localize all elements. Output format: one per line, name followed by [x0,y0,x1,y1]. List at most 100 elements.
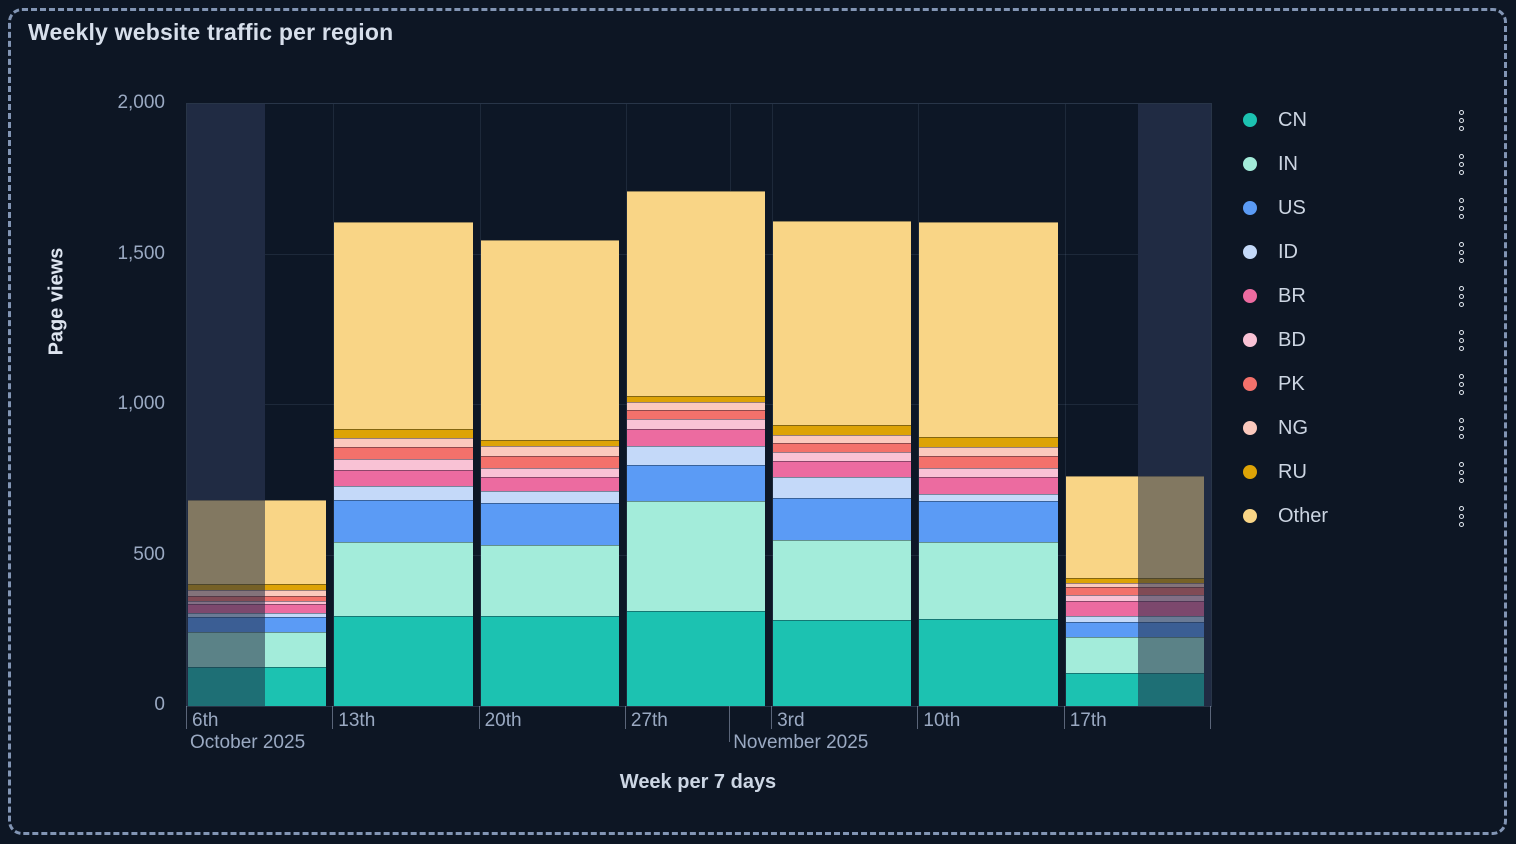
bar-segment-BD-3rd[interactable] [773,451,912,461]
legend-swatch-BD [1243,333,1257,347]
kebab-dot-icon [1458,249,1464,255]
x-tick [1063,706,1065,729]
gridline-vertical [918,104,920,706]
legend-item-menu-button[interactable] [1453,327,1469,353]
x-tick-label: 20th [484,710,522,731]
kebab-dot-icon [1458,161,1464,167]
bar-segment-BD-27th[interactable] [626,418,766,430]
bar-segment-RU-10th[interactable] [919,436,1058,448]
bar-segment-PK-20th[interactable] [480,456,619,469]
bar-segment-RU-17th[interactable] [1065,578,1204,583]
bar-segment-BR-13th[interactable] [334,469,473,487]
bar-segment-BR-20th[interactable] [480,477,619,491]
legend-item-IN[interactable]: IN [1243,142,1469,186]
bar-segment-US-3rd[interactable] [773,498,912,541]
x-axis-title: Week per 7 days [619,771,777,793]
bar-segment-IN-3rd[interactable] [773,540,912,621]
bar-segment-CN-10th[interactable] [919,618,1058,706]
gridline-vertical [772,104,774,706]
bar-segment-ID-27th[interactable] [626,445,766,466]
bar-segment-US-13th[interactable] [334,499,473,543]
bar-segment-NG-13th[interactable] [334,438,473,448]
bar-segment-BD-10th[interactable] [919,468,1058,478]
bar-segment-Other-13th[interactable] [334,221,473,430]
legend-item-US[interactable]: US [1243,186,1469,230]
kebab-dot-icon [1458,433,1464,439]
bar-segment-BR-10th[interactable] [919,477,1058,494]
bar-segment-BR-27th[interactable] [626,429,766,446]
bar-segment-CN-3rd[interactable] [773,620,912,706]
legend-item-CN[interactable]: CN [1243,98,1469,142]
bar-segment-NG-27th[interactable] [626,402,766,410]
bar-segment-CN-27th[interactable] [626,611,766,706]
legend-item-menu-button[interactable] [1453,195,1469,221]
bar-segment-NG-10th[interactable] [919,447,1058,457]
bar-segment-ID-13th[interactable] [334,486,473,500]
legend-item-menu-button[interactable] [1453,371,1469,397]
bar-segment-ID-10th[interactable] [919,493,1058,502]
legend-item-ID[interactable]: ID [1243,230,1469,274]
bar-segment-RU-20th[interactable] [480,439,619,446]
kebab-dot-icon [1458,213,1464,219]
legend-swatch-PK [1243,377,1257,391]
legend-label: IN [1278,152,1298,175]
y-tick-label: 1,500 [117,242,165,264]
bar-segment-US-10th[interactable] [919,501,1058,542]
x-tick-label: 10th [923,710,961,731]
bar-segment-BD-17th[interactable] [1065,594,1204,601]
bar-segment-PK-13th[interactable] [334,447,473,460]
bar-segment-PK-27th[interactable] [626,409,766,419]
bar-segment-ID-17th[interactable] [1065,615,1204,622]
bar-segment-US-27th[interactable] [626,465,766,502]
bar-segment-CN-20th[interactable] [480,615,619,706]
legend-item-BR[interactable]: BR [1243,274,1469,318]
bar-segment-RU-13th[interactable] [334,429,473,439]
gridline-vertical [625,104,627,706]
kebab-dot-icon [1458,381,1464,387]
legend-item-menu-button[interactable] [1453,503,1469,529]
legend-item-PK[interactable]: PK [1243,362,1469,406]
bar-segment-IN-10th[interactable] [919,541,1058,619]
bar-segment-BR-3rd[interactable] [773,460,912,478]
legend-item-Other[interactable]: Other [1243,494,1469,538]
legend-item-NG[interactable]: NG [1243,406,1469,450]
bar-segment-BD-13th[interactable] [334,459,473,470]
legend-item-menu-button[interactable] [1453,151,1469,177]
gridline-vertical [479,104,481,706]
bar-segment-IN-27th[interactable] [626,501,766,612]
bar-segment-PK-3rd[interactable] [773,442,912,452]
legend-label: BD [1278,328,1306,351]
bar-segment-Other-10th[interactable] [919,221,1058,437]
bar-segment-US-20th[interactable] [480,502,619,546]
legend-item-RU[interactable]: RU [1243,450,1469,494]
legend-label: CN [1278,108,1307,131]
x-tick [917,706,919,729]
bar-segment-NG-20th[interactable] [480,445,619,457]
legend-label: BR [1278,284,1306,307]
bar-segment-ID-3rd[interactable] [773,477,912,499]
bar-segment-BD-20th[interactable] [480,468,619,478]
bar-segment-IN-20th[interactable] [480,545,619,616]
bar-segment-Other-20th[interactable] [480,239,619,440]
bar-segment-IN-13th[interactable] [334,542,473,616]
legend-item-menu-button[interactable] [1453,415,1469,441]
legend-label: US [1278,196,1306,219]
legend-item-BD[interactable]: BD [1243,318,1469,362]
bar-segment-PK-17th[interactable] [1065,587,1204,595]
legend-item-menu-button[interactable] [1453,283,1469,309]
bar-segment-ID-20th[interactable] [480,490,619,503]
legend-item-menu-button[interactable] [1453,239,1469,265]
bar-segment-RU-3rd[interactable] [773,424,912,436]
legend-item-menu-button[interactable] [1453,459,1469,485]
legend: CN IN US ID BR BD PK NG RU Other [1243,98,1469,538]
bar-segment-Other-3rd[interactable] [773,221,912,425]
bar-segment-RU-27th[interactable] [626,396,766,403]
bar-segment-CN-13th[interactable] [334,615,473,706]
bar-segment-NG-3rd[interactable] [773,435,912,443]
legend-swatch-NG [1243,421,1257,435]
bar-segment-Other-27th[interactable] [626,191,766,397]
bar-segment-NG-17th[interactable] [1065,582,1204,588]
bar-segment-PK-10th[interactable] [919,456,1058,469]
legend-item-menu-button[interactable] [1453,107,1469,133]
